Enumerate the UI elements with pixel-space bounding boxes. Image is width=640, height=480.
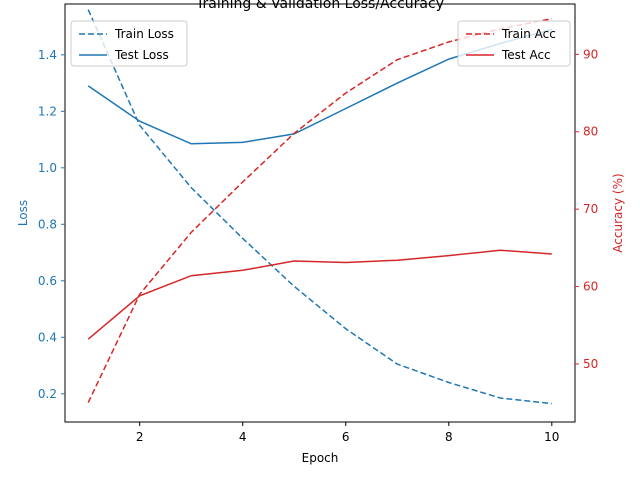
plot-area-frame <box>64 3 576 423</box>
left-y-axis: 0.2 0.4 0.6 0.8 1.0 1.2 1.4 <box>38 48 65 401</box>
x-axis-label: Epoch <box>302 451 339 465</box>
right-y-axis-label: Accuracy (%) <box>611 173 625 252</box>
left-y-tick-label: 1.0 <box>38 161 57 175</box>
series-test-acc <box>87 249 552 340</box>
left-y-tick-label: 0.6 <box>38 274 57 288</box>
chart-title: Training & Validation Loss/Accuracy <box>195 0 444 12</box>
right-y-tick-label: 80 <box>583 125 598 139</box>
left-y-tick-label: 1.4 <box>38 48 57 62</box>
legend-loss: Train Loss Test Loss <box>70 20 188 67</box>
right-y-tick-label: 90 <box>583 47 598 61</box>
left-y-axis-label: Loss <box>16 200 30 226</box>
x-tick-label: 8 <box>445 430 453 444</box>
left-y-tick-label: 0.4 <box>38 330 57 344</box>
legend-accuracy: Train Acc Test Acc <box>457 20 571 67</box>
series-train-loss <box>87 9 552 405</box>
legend-label: Train Acc <box>501 27 556 41</box>
x-tick-label: 6 <box>342 430 350 444</box>
x-tick-label: 10 <box>544 430 559 444</box>
right-y-tick-label: 50 <box>583 357 598 371</box>
left-y-tick-label: 0.2 <box>38 387 57 401</box>
left-y-tick-label: 0.8 <box>38 217 57 231</box>
right-y-tick-label: 60 <box>583 280 598 294</box>
legend-label: Test Loss <box>114 48 169 62</box>
legend-label: Test Acc <box>501 48 551 62</box>
x-tick-label: 4 <box>239 430 247 444</box>
series-lines <box>87 9 552 405</box>
x-axis: 2 4 6 8 10 <box>136 422 559 444</box>
right-y-tick-label: 70 <box>583 202 598 216</box>
right-y-axis: 50 60 70 80 90 <box>575 47 598 371</box>
series-train-acc <box>87 17 552 403</box>
left-y-tick-label: 1.2 <box>38 104 57 118</box>
legend-label: Train Loss <box>114 27 174 41</box>
x-tick-label: 2 <box>136 430 144 444</box>
